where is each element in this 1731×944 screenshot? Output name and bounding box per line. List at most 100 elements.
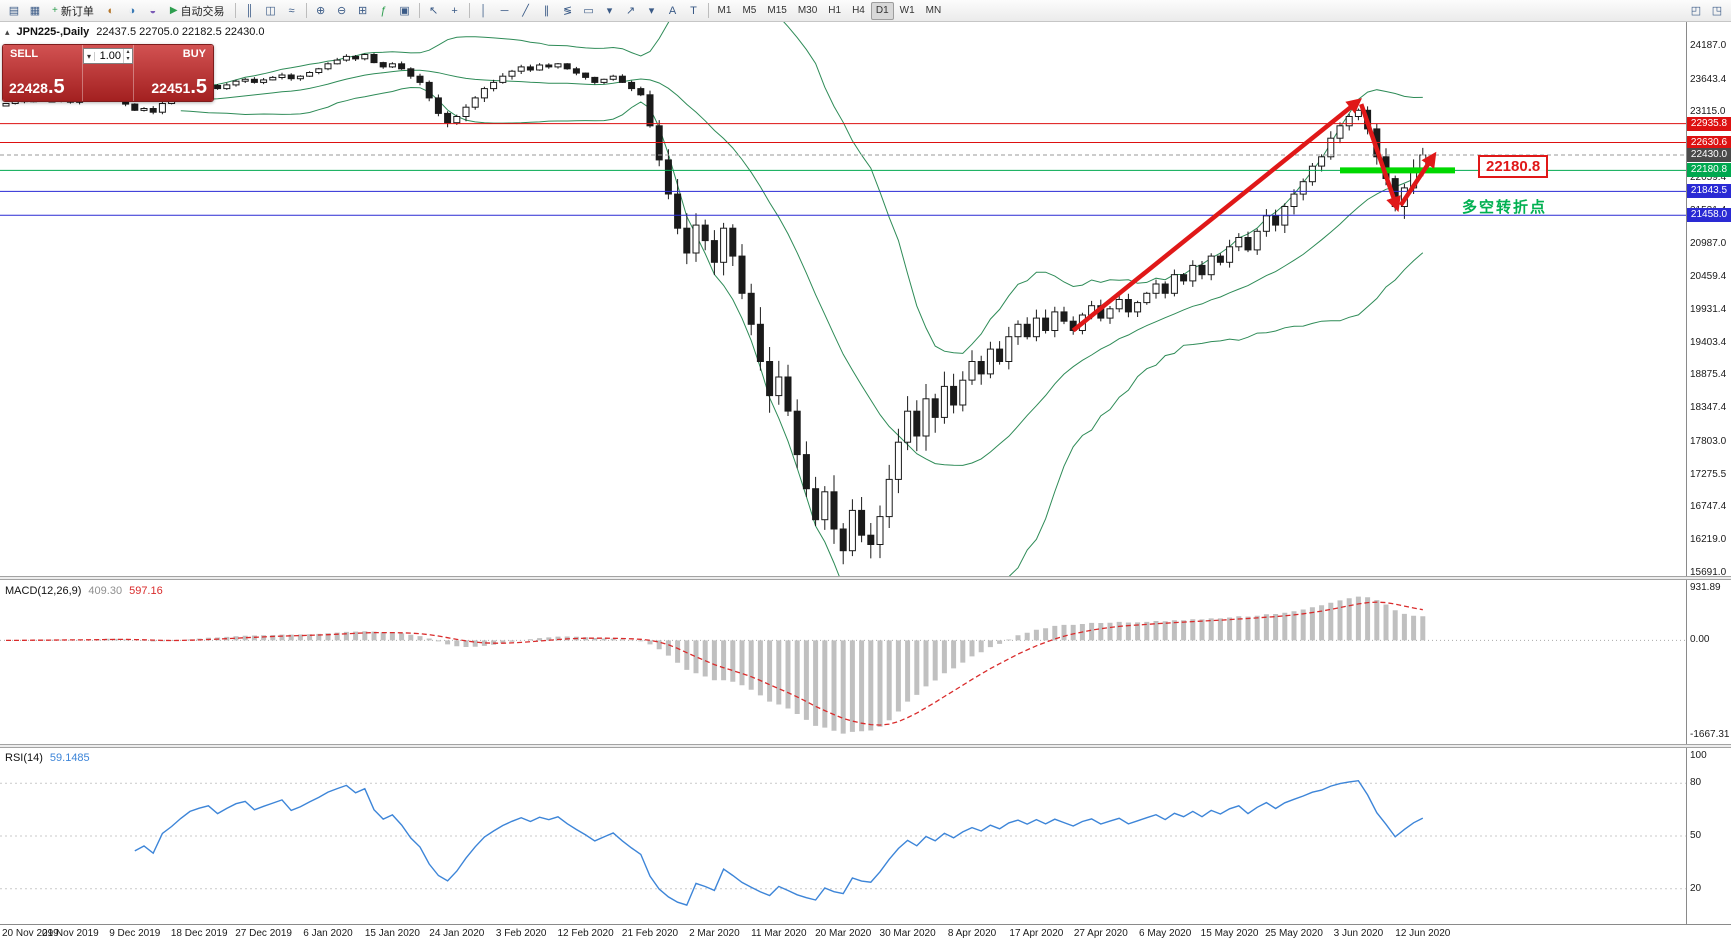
- rsi-axis-label: 50: [1690, 830, 1702, 841]
- timeframe-d1-button[interactable]: D1: [870, 1, 894, 20]
- sell-price-int: 22428: [9, 80, 48, 96]
- sell-label: SELL: [10, 48, 39, 60]
- new-order-button[interactable]: + 新订单: [46, 2, 100, 20]
- price-axis-label: 24187.0: [1690, 40, 1727, 51]
- zoom-in-icon[interactable]: ⊕: [315, 5, 326, 17]
- volume-dropdown-button[interactable]: ▾: [84, 51, 95, 61]
- macd-plot: [0, 596, 1686, 734]
- arrows-dropdown-icon[interactable]: ▾: [648, 5, 655, 17]
- volume-spinner-down[interactable]: ▾: [126, 56, 130, 62]
- indicators-icon[interactable]: ƒ: [380, 4, 387, 17]
- date-label: 15 May 2020: [1200, 928, 1259, 939]
- autotrade-button[interactable]: ▶ 自动交易: [164, 2, 231, 20]
- chart-window-icon[interactable]: ▤: [8, 5, 20, 17]
- timeframe-m30-button[interactable]: M30: [797, 4, 818, 16]
- date-label: 6 Jan 2020: [303, 928, 353, 939]
- shapes-dropdown-icon[interactable]: ▾: [606, 5, 613, 17]
- date-label: 25 May 2020: [1265, 928, 1323, 939]
- oneclick-collapse-icon[interactable]: ▴: [5, 26, 10, 37]
- volume-input[interactable]: [95, 50, 123, 62]
- date-label: 12 Jun 2020: [1395, 928, 1451, 939]
- rsi-label: RSI(14) 59.1485: [5, 752, 90, 764]
- timeframe-m5-button[interactable]: M5: [742, 4, 757, 16]
- date-label: 3 Feb 2020: [495, 928, 547, 939]
- price-callout-label[interactable]: 22180.8: [1478, 155, 1549, 178]
- templates-icon[interactable]: ▣: [399, 5, 410, 17]
- new-order-button-label: 新订单: [60, 5, 94, 18]
- trend-arrows[interactable]: [1071, 98, 1437, 333]
- trend-arrow-2[interactable]: [1359, 103, 1401, 213]
- date-label: 18 Dec 2019: [170, 928, 228, 939]
- trend-arrow-3[interactable]: [1398, 151, 1437, 207]
- rsi-axis-label: 100: [1690, 750, 1707, 761]
- vertical-line-icon[interactable]: │: [480, 4, 487, 17]
- line-chart-icon[interactable]: ≈: [288, 4, 295, 17]
- sell-price: 22428 .5: [3, 76, 82, 99]
- price-axis-label: 17803.0: [1690, 435, 1727, 447]
- date-label: 8 Apr 2020: [947, 928, 997, 939]
- timeframe-mn-button[interactable]: MN: [925, 4, 942, 16]
- buy-button[interactable]: BUY 22451 .5: [134, 45, 213, 101]
- macd-axis-label: 0.00: [1690, 634, 1710, 646]
- volume-spinner-up[interactable]: ▴: [126, 49, 130, 55]
- zoom-out-icon[interactable]: ⊖: [336, 5, 347, 17]
- text-icon[interactable]: A: [668, 4, 677, 17]
- macd-label: MACD(12,26,9) 409.30 597.16: [5, 585, 163, 597]
- fibonacci-icon[interactable]: ≶: [562, 5, 573, 17]
- bar-chart-icon[interactable]: ║: [245, 4, 254, 17]
- text-label-icon[interactable]: T: [690, 4, 697, 17]
- date-label: 6 May 2020: [1139, 928, 1192, 939]
- price-tag-22630.6: 22630.6: [1687, 135, 1731, 150]
- macd-axis-label: 931.89: [1690, 581, 1721, 593]
- timeframe-w1-button[interactable]: W1: [899, 4, 915, 16]
- navigator-icon[interactable]: ◒: [149, 4, 157, 17]
- chart-symbol-period: JPN225-,Daily: [16, 26, 90, 38]
- sell-button[interactable]: SELL 22428 .5: [3, 45, 82, 101]
- price-axis-label: 22059.4: [1690, 171, 1727, 183]
- timeframe-m1-button[interactable]: M1: [717, 4, 732, 16]
- chart-title: ▴ JPN225-,Daily 22437.5 22705.0 22182.5 …: [5, 26, 265, 38]
- price-tag-22430.0: 22430.0: [1687, 147, 1731, 162]
- date-label: 20 Nov 2019: [2, 928, 59, 939]
- bollinger-middle: [180, 69, 1424, 466]
- horizontal-line-icon[interactable]: ─: [500, 4, 509, 17]
- rsi-axis-label: 80: [1690, 777, 1702, 789]
- price-axis-label: 20459.4: [1690, 271, 1727, 283]
- timeframe-h1-button[interactable]: H1: [828, 4, 842, 16]
- panel-separator-macd[interactable]: [0, 576, 1731, 580]
- help-icon[interactable]: ◳: [1711, 5, 1723, 17]
- rsi-line: [134, 779, 1424, 906]
- date-label: 27 Dec 2019: [235, 928, 292, 939]
- macd-main-value: 409.30: [88, 585, 123, 597]
- trendline-icon[interactable]: ╱: [522, 5, 529, 17]
- bull-candles: [2, 54, 1427, 552]
- macd-signal-line: [6, 601, 1423, 726]
- timeframe-m15-button[interactable]: M15: [767, 4, 787, 16]
- price-tag-21458.0: 21458.0: [1687, 208, 1731, 223]
- shapes-icon[interactable]: ▭: [583, 5, 594, 17]
- price-axis-label: 23115.0: [1690, 106, 1726, 118]
- cursor-icon[interactable]: ↖: [428, 5, 439, 17]
- docking-icon[interactable]: ◰: [1690, 5, 1702, 17]
- bollinger-lower: [180, 86, 1424, 576]
- trend-arrow-1[interactable]: [1071, 98, 1362, 333]
- crosshair-icon[interactable]: +: [451, 4, 458, 17]
- data-window-icon[interactable]: ◑: [128, 4, 136, 17]
- candlestick-chart-icon[interactable]: ◫: [265, 5, 276, 17]
- date-label: 29 Nov 2019: [42, 928, 99, 939]
- market-watch-icon[interactable]: ◐: [107, 4, 115, 17]
- equidistant-channel-icon[interactable]: ∥: [543, 5, 550, 17]
- turning-point-text[interactable]: 多空转折点: [1462, 199, 1548, 216]
- date-label: 12 Feb 2020: [557, 928, 614, 939]
- arrows-icon[interactable]: ↗: [625, 5, 636, 17]
- date-label: 15 Jan 2020: [364, 928, 420, 939]
- bear-candles: [20, 54, 1399, 552]
- price-axis-label: 16747.4: [1690, 501, 1727, 513]
- panel-separator-rsi[interactable]: [0, 744, 1731, 748]
- one-click-trading-panel: SELL 22428 .5 ▾ ▴ ▾ BUY 22451 .5: [2, 44, 214, 102]
- timeframe-h4-button[interactable]: H4: [852, 4, 865, 16]
- tile-windows-icon[interactable]: ⊞: [357, 5, 368, 17]
- profile-icon[interactable]: ▦: [29, 5, 41, 17]
- autotrade-button-label: 自动交易: [180, 5, 225, 18]
